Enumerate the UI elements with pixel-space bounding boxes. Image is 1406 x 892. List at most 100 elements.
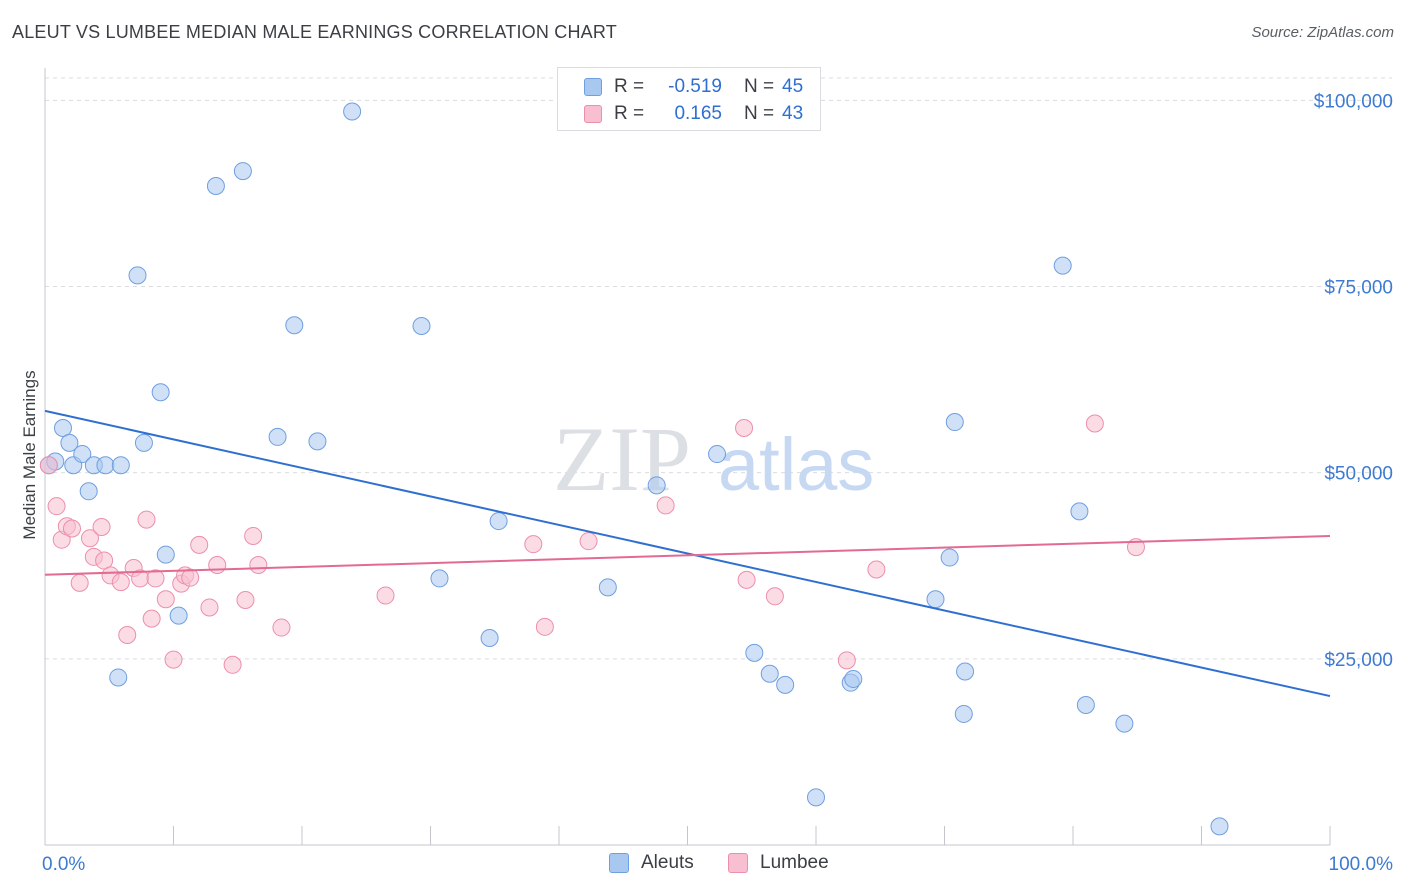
series-swatch-lumbee: [728, 853, 748, 873]
point-lumbee: [200, 598, 219, 617]
series-legend-lumbee: Lumbee: [728, 852, 829, 874]
point-lumbee: [765, 587, 784, 606]
point-aleut: [945, 413, 964, 432]
source-label: Source: ZipAtlas.com: [1251, 24, 1394, 41]
point-aleut: [412, 316, 431, 335]
legend-n-label: N =: [744, 103, 775, 124]
y-tick-label: $25,000: [1324, 650, 1393, 671]
point-aleut: [128, 266, 147, 285]
series-label-aleuts: Aleuts: [641, 852, 694, 873]
legend-n-label: N =: [744, 76, 775, 97]
point-aleut: [1076, 696, 1095, 715]
point-lumbee: [737, 570, 756, 589]
chart-title: ALEUT VS LUMBEE MEDIAN MALE EARNINGS COR…: [12, 22, 617, 42]
x-tick-label: 0.0%: [42, 854, 85, 875]
point-lumbee: [146, 569, 165, 588]
point-lumbee: [142, 609, 161, 628]
trendline-lumbee: [44, 534, 1331, 576]
point-lumbee: [208, 556, 227, 575]
point-lumbee: [535, 617, 554, 636]
point-aleut: [169, 606, 188, 625]
point-lumbee: [1085, 414, 1104, 433]
point-aleut: [60, 433, 79, 452]
point-aleut: [598, 578, 617, 597]
point-lumbee: [118, 626, 137, 645]
series-swatch-aleuts: [609, 853, 629, 873]
point-aleut: [954, 704, 973, 723]
legend-r-label: R =: [614, 103, 645, 124]
point-aleut: [134, 433, 153, 452]
point-aleut: [79, 482, 98, 501]
point-lumbee: [47, 497, 66, 516]
point-aleut: [1115, 714, 1134, 733]
series-legend-aleuts: Aleuts: [609, 852, 694, 874]
series-legend: Aleuts Lumbee: [0, 852, 1406, 876]
point-aleut: [96, 456, 115, 475]
point-lumbee: [156, 590, 175, 609]
legend-row-lumbee: R = 0.165 N = 43: [584, 102, 803, 126]
legend-r-label: R =: [614, 76, 645, 97]
point-lumbee: [244, 526, 263, 545]
legend-swatch-aleuts: [584, 78, 602, 96]
legend-r-value: 0.165: [674, 103, 722, 124]
point-aleut: [109, 668, 128, 687]
point-lumbee: [92, 518, 111, 537]
point-lumbee: [656, 496, 675, 515]
point-aleut: [308, 432, 327, 451]
point-aleut: [708, 445, 727, 464]
point-lumbee: [376, 586, 395, 605]
point-aleut: [111, 456, 130, 475]
point-aleut: [940, 548, 959, 567]
point-lumbee: [867, 560, 886, 579]
y-tick-label: $75,000: [1324, 278, 1393, 299]
watermark: ZIP atlas: [553, 408, 874, 510]
point-aleut: [53, 418, 72, 437]
legend-swatch-lumbee: [584, 105, 602, 123]
point-aleut: [1070, 502, 1089, 521]
legend-r-value: -0.519: [668, 76, 722, 97]
point-aleut: [647, 476, 666, 495]
point-aleut: [233, 162, 252, 181]
point-lumbee: [837, 651, 856, 670]
point-aleut: [151, 383, 170, 402]
point-lumbee: [164, 650, 183, 669]
point-lumbee: [95, 551, 114, 570]
point-lumbee: [249, 556, 268, 575]
point-aleut: [489, 512, 508, 531]
point-lumbee: [223, 655, 242, 674]
point-aleut: [1210, 817, 1229, 836]
point-aleut: [430, 569, 449, 588]
point-aleut: [956, 662, 975, 681]
legend-n-value: 45: [782, 76, 804, 97]
point-aleut: [73, 445, 92, 464]
point-lumbee: [272, 618, 291, 637]
legend: R = -0.519 N = 45 R = 0.165 N = 43: [557, 67, 821, 131]
point-aleut: [285, 316, 304, 335]
x-tick-label: 100.0%: [1329, 854, 1394, 875]
point-lumbee: [137, 510, 156, 529]
watermark-zip: ZIP: [553, 408, 691, 510]
point-lumbee: [524, 535, 543, 554]
point-aleut: [156, 545, 175, 564]
point-aleut: [776, 675, 795, 694]
point-aleut: [745, 643, 764, 662]
point-aleut: [1053, 256, 1072, 275]
point-aleut: [844, 669, 863, 688]
y-tick-label: $50,000: [1324, 464, 1393, 485]
legend-n-value: 43: [782, 103, 804, 124]
point-aleut: [926, 590, 945, 609]
point-lumbee: [236, 591, 255, 610]
trendline-layer: [44, 409, 1331, 698]
point-lumbee: [735, 418, 754, 437]
point-lumbee: [190, 535, 209, 554]
point-lumbee: [39, 456, 58, 475]
series-label-lumbee: Lumbee: [760, 852, 829, 873]
y-tick-label: $100,000: [1314, 91, 1393, 112]
trendline-aleuts: [44, 409, 1331, 698]
point-aleut: [760, 664, 779, 683]
axis-layer: [44, 68, 1331, 846]
point-lumbee: [111, 573, 130, 592]
point-lumbee: [80, 529, 99, 548]
point-aleut: [480, 628, 499, 647]
points-layer: [39, 102, 1229, 836]
